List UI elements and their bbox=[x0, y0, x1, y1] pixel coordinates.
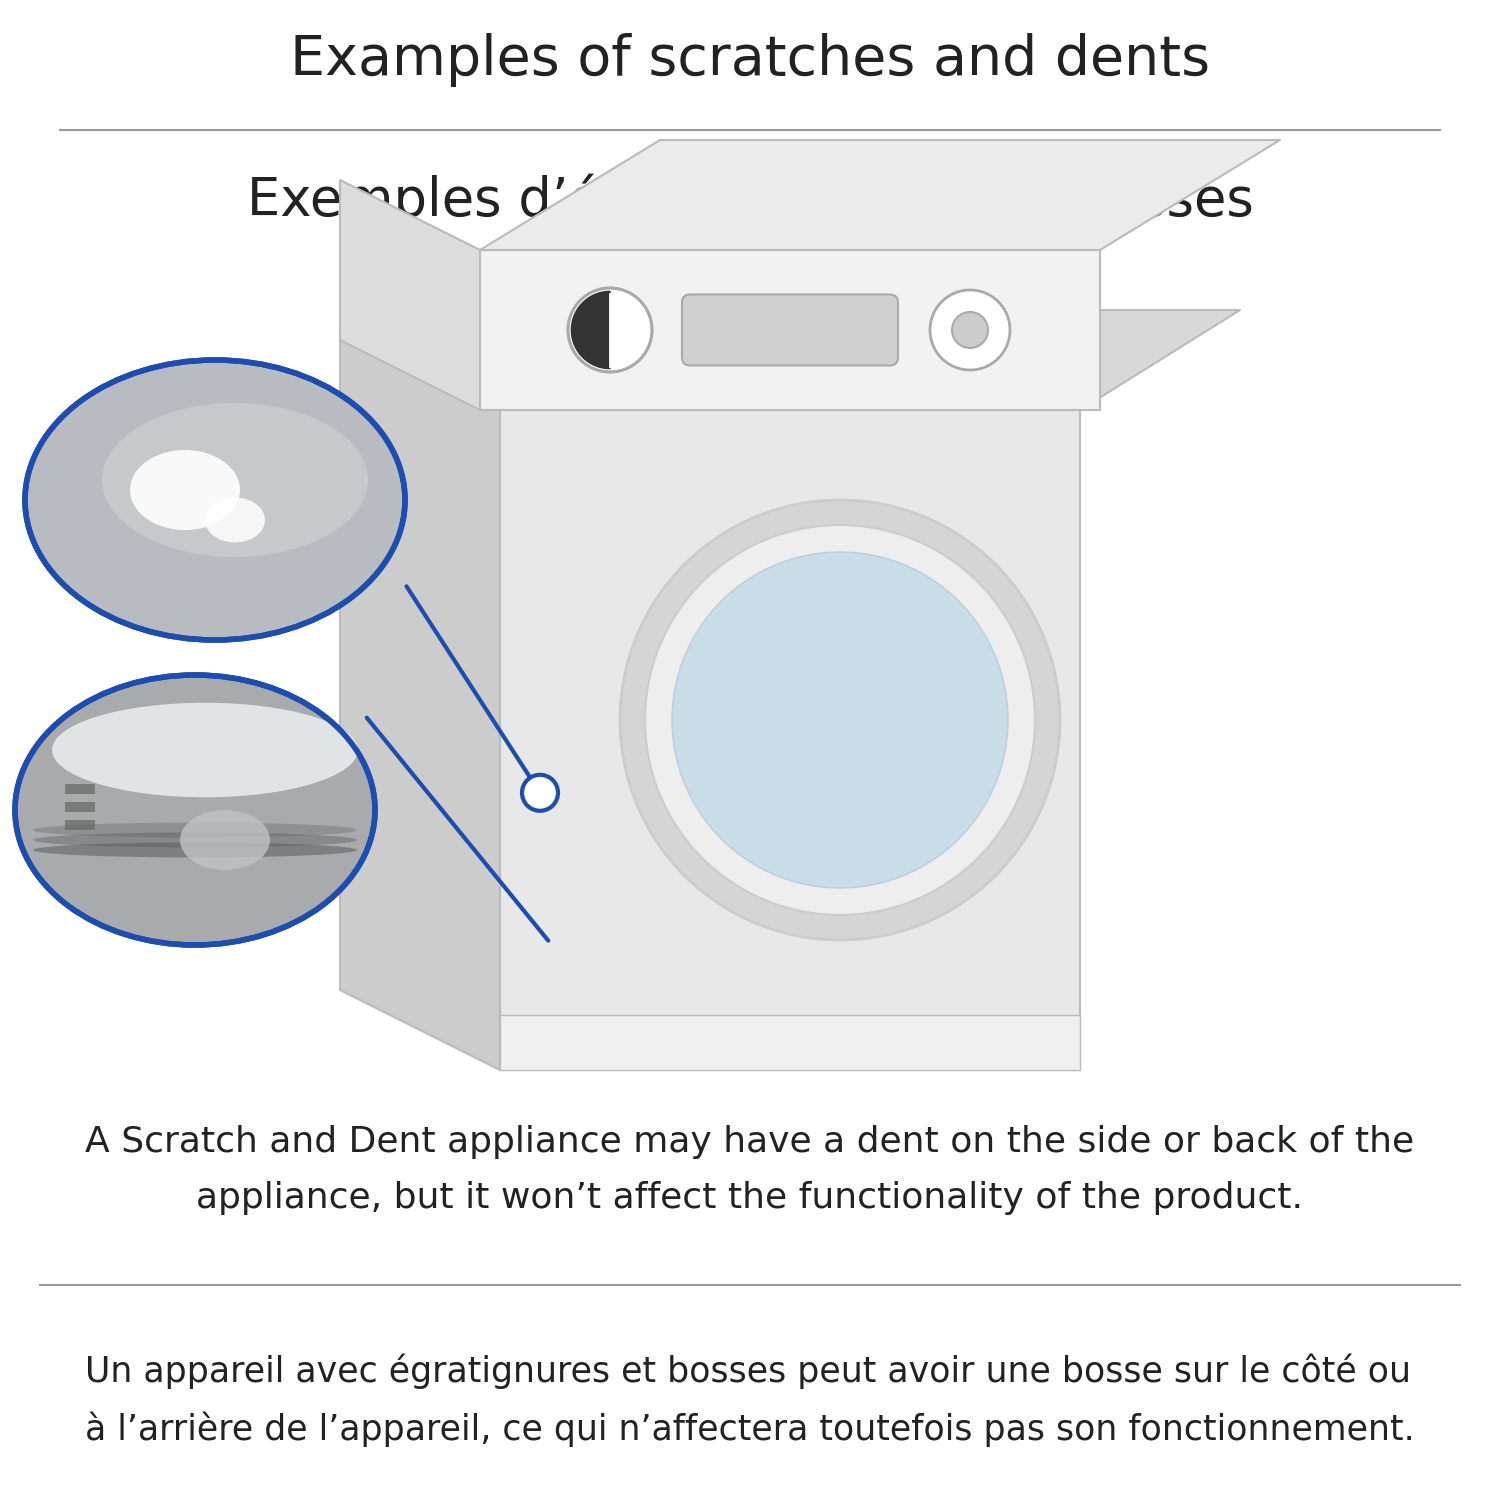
Text: Examples of scratches and dents: Examples of scratches and dents bbox=[290, 33, 1210, 87]
Ellipse shape bbox=[206, 498, 266, 543]
Bar bbox=[500, 1016, 1080, 1070]
Bar bbox=[64, 802, 94, 812]
Bar bbox=[480, 251, 1100, 410]
Text: Exemples d’égratignures et de bosses: Exemples d’égratignures et de bosses bbox=[246, 174, 1254, 226]
Ellipse shape bbox=[130, 450, 240, 530]
Polygon shape bbox=[340, 330, 500, 1070]
Ellipse shape bbox=[15, 675, 375, 945]
Circle shape bbox=[620, 500, 1060, 940]
Ellipse shape bbox=[33, 822, 357, 837]
Circle shape bbox=[672, 552, 1008, 888]
Polygon shape bbox=[500, 310, 1240, 410]
Text: Un appareil avec égratignures et bosses peut avoir une bosse sur le côté ou
à l’: Un appareil avec égratignures et bosses … bbox=[86, 1353, 1414, 1448]
Ellipse shape bbox=[26, 360, 405, 640]
Ellipse shape bbox=[180, 810, 270, 870]
Bar bbox=[64, 784, 94, 794]
Circle shape bbox=[645, 525, 1035, 915]
Circle shape bbox=[568, 288, 652, 372]
Polygon shape bbox=[480, 140, 1280, 250]
Circle shape bbox=[930, 290, 1010, 370]
FancyBboxPatch shape bbox=[682, 294, 898, 366]
Polygon shape bbox=[340, 180, 480, 410]
Circle shape bbox=[952, 312, 988, 348]
Ellipse shape bbox=[102, 404, 368, 556]
Polygon shape bbox=[572, 291, 610, 369]
Ellipse shape bbox=[33, 833, 357, 848]
Circle shape bbox=[522, 776, 558, 812]
Bar bbox=[500, 410, 1080, 1070]
Text: A Scratch and Dent appliance may have a dent on the side or back of the
applianc: A Scratch and Dent appliance may have a … bbox=[86, 1125, 1414, 1215]
Ellipse shape bbox=[33, 843, 357, 858]
Ellipse shape bbox=[53, 702, 358, 798]
Bar bbox=[64, 821, 94, 830]
